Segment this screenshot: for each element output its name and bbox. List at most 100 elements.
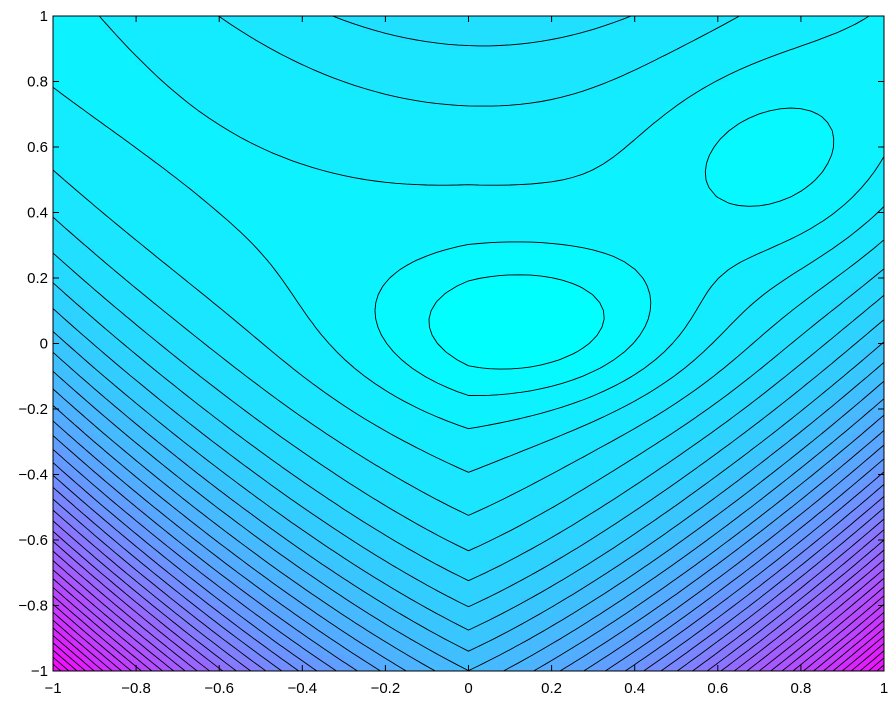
- contour-fill-cell: [831, 449, 843, 459]
- contour-fill-cell: [551, 580, 563, 590]
- contour-fill-cell: [405, 212, 417, 221]
- contour-fill-cell: [665, 163, 677, 172]
- contour-fill-cell: [665, 310, 677, 320]
- contour-fill-cell: [675, 163, 687, 172]
- contour-fill-cell: [800, 228, 812, 238]
- contour-fill-cell: [104, 228, 116, 238]
- contour-fill-cell: [873, 613, 884, 623]
- contour-fill-cell: [260, 515, 272, 524]
- contour-fill-cell: [364, 277, 376, 287]
- contour-fill-cell: [779, 220, 791, 230]
- contour-fill-cell: [530, 195, 542, 205]
- contour-fill-cell: [779, 433, 791, 443]
- contour-fill-cell: [53, 506, 64, 516]
- contour-fill-cell: [810, 302, 822, 312]
- contour-fill-cell: [353, 597, 365, 606]
- contour-fill-cell: [499, 474, 511, 483]
- contour-fill-cell: [499, 425, 511, 434]
- contour-fill-cell: [862, 408, 874, 418]
- contour-fill-cell: [281, 646, 293, 655]
- contour-fill-cell: [540, 400, 552, 410]
- contour-fill-cell: [717, 359, 729, 369]
- contour-fill-cell: [551, 351, 563, 361]
- contour-fill-cell: [73, 351, 85, 361]
- contour-fill-cell: [613, 466, 625, 475]
- contour-fill-cell: [135, 187, 147, 197]
- contour-fill-cell: [457, 425, 469, 434]
- contour-fill-cell: [810, 457, 822, 467]
- contour-fill-cell: [63, 531, 75, 541]
- contour-fill-cell: [509, 163, 521, 172]
- contour-fill-cell: [302, 204, 313, 213]
- contour-fill-cell: [457, 187, 469, 197]
- contour-fill-cell: [852, 236, 864, 246]
- contour-fill-cell: [686, 359, 698, 369]
- contour-fill-cell: [281, 187, 293, 197]
- contour-fill-cell: [302, 646, 313, 655]
- contour-fill-cell: [104, 433, 116, 443]
- contour-fill-cell: [437, 392, 449, 402]
- contour-fill-cell: [624, 449, 635, 459]
- contour-fill-cell: [416, 580, 428, 590]
- contour-fill-cell: [73, 220, 85, 230]
- contour-fill-cell: [478, 564, 490, 574]
- contour-fill-cell: [540, 244, 552, 254]
- contour-fill-cell: [94, 605, 106, 614]
- contour-fill-cell: [281, 433, 293, 443]
- contour-fill-cell: [229, 556, 241, 565]
- contour-fill-cell: [250, 662, 262, 671]
- contour-fill-cell: [478, 556, 490, 565]
- contour-fill-cell: [156, 613, 168, 623]
- contour-fill-cell: [104, 482, 116, 492]
- contour-fill-cell: [374, 351, 386, 361]
- contour-fill-cell: [353, 416, 365, 426]
- contour-fill-cell: [270, 375, 282, 385]
- contour-fill-cell: [624, 466, 635, 475]
- contour-fill-cell: [748, 605, 760, 614]
- contour-fill-cell: [509, 637, 521, 647]
- contour-fill-cell: [873, 359, 884, 369]
- contour-fill-cell: [250, 416, 262, 426]
- contour-fill-cell: [727, 244, 739, 254]
- contour-fill-cell: [426, 204, 438, 213]
- contour-fill-cell: [135, 482, 147, 492]
- contour-fill-cell: [208, 547, 220, 557]
- contour-fill-cell: [707, 539, 719, 549]
- contour-fill-cell: [520, 326, 532, 336]
- contour-fill-cell: [873, 416, 884, 426]
- contour-fill-cell: [333, 556, 345, 565]
- contour-fill-cell: [135, 572, 147, 582]
- contour-fill-cell: [125, 253, 137, 262]
- contour-fill-cell: [125, 400, 137, 410]
- contour-fill-cell: [53, 580, 64, 590]
- contour-fill-cell: [416, 588, 428, 598]
- contour-fill-cell: [208, 163, 220, 172]
- contour-fill-cell: [769, 531, 781, 541]
- contour-fill-cell: [385, 400, 397, 410]
- contour-fill-cell: [831, 556, 843, 565]
- contour-fill-cell: [447, 244, 459, 254]
- contour-fill-cell: [644, 523, 656, 533]
- contour-fill-cell: [166, 547, 178, 557]
- contour-fill-cell: [790, 629, 802, 639]
- contour-fill-cell: [115, 310, 127, 320]
- contour-fill-cell: [426, 441, 438, 451]
- contour-fill-cell: [333, 236, 345, 246]
- contour-fill-cell: [333, 400, 345, 410]
- contour-fill-cell: [457, 343, 469, 352]
- contour-fill-cell: [395, 375, 407, 385]
- contour-fill-cell: [592, 163, 604, 172]
- contour-fill-cell: [540, 597, 552, 606]
- contour-fill-cell: [104, 449, 116, 459]
- contour-fill-cell: [831, 195, 843, 205]
- contour-fill-cell: [250, 343, 262, 352]
- contour-fill-cell: [302, 179, 313, 189]
- contour-fill-cell: [769, 179, 781, 189]
- contour-fill-cell: [779, 318, 791, 328]
- contour-fill-cell: [437, 326, 449, 336]
- contour-fill-cell: [634, 261, 646, 271]
- contour-fill-cell: [135, 375, 147, 385]
- contour-fill-cell: [447, 375, 459, 385]
- contour-fill-cell: [426, 400, 438, 410]
- contour-fill-cell: [769, 326, 781, 336]
